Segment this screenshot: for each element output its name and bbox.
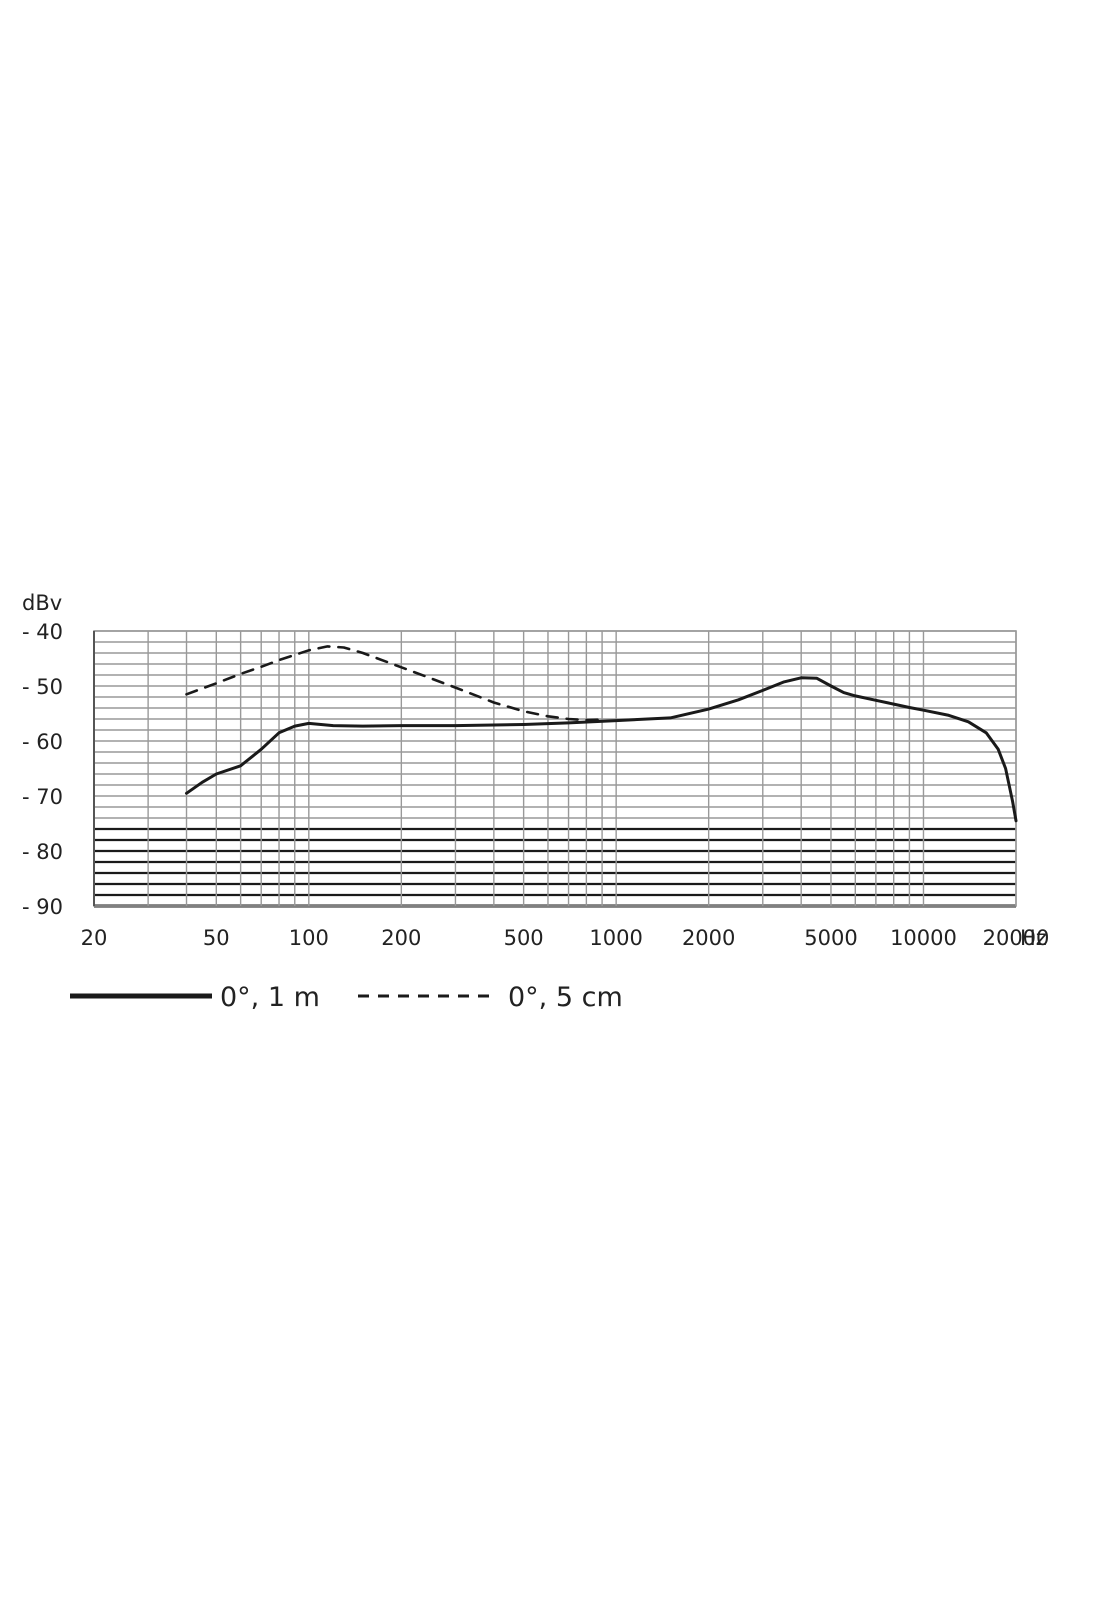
y-tick-label: - 80 (22, 840, 63, 864)
x-tick-label: 10000 (890, 926, 957, 950)
y-tick-label: - 60 (22, 730, 63, 754)
x-tick-label: 5000 (804, 926, 857, 950)
x-tick-label: 1000 (589, 926, 642, 950)
legend-label-dashed: 0°, 5 cm (508, 982, 623, 1013)
y-tick-label: - 40 (22, 620, 63, 644)
x-tick-label: 200 (381, 926, 421, 950)
axis-labels: dBv Hz 20 50 100 200 500 1000 2000 5000 10000 200… (22, 591, 1049, 950)
x-tick-label: 2000 (682, 926, 735, 950)
x-tick-label: 20 (81, 926, 108, 950)
x-tick-label: 500 (504, 926, 544, 950)
legend-label-solid: 0°, 1 m (220, 982, 320, 1013)
grid (93, 630, 1017, 908)
x-tick-label: 50 (203, 926, 230, 950)
series-lines (185, 645, 1018, 823)
x-tick-label: 100 (289, 926, 329, 950)
y-axis-unit-label: dBv (22, 591, 62, 615)
y-tick-label: - 90 (22, 895, 63, 919)
legend: 0°, 1 m 0°, 5 cm (70, 982, 623, 1013)
x-axis-unit-label: Hz (1020, 926, 1047, 950)
y-tick-label: - 70 (22, 785, 63, 809)
y-tick-label: - 50 (22, 675, 63, 699)
series-line-1 (185, 676, 1018, 823)
x-tick-label: 20000 (983, 926, 1050, 950)
series-line-2 (185, 645, 604, 722)
